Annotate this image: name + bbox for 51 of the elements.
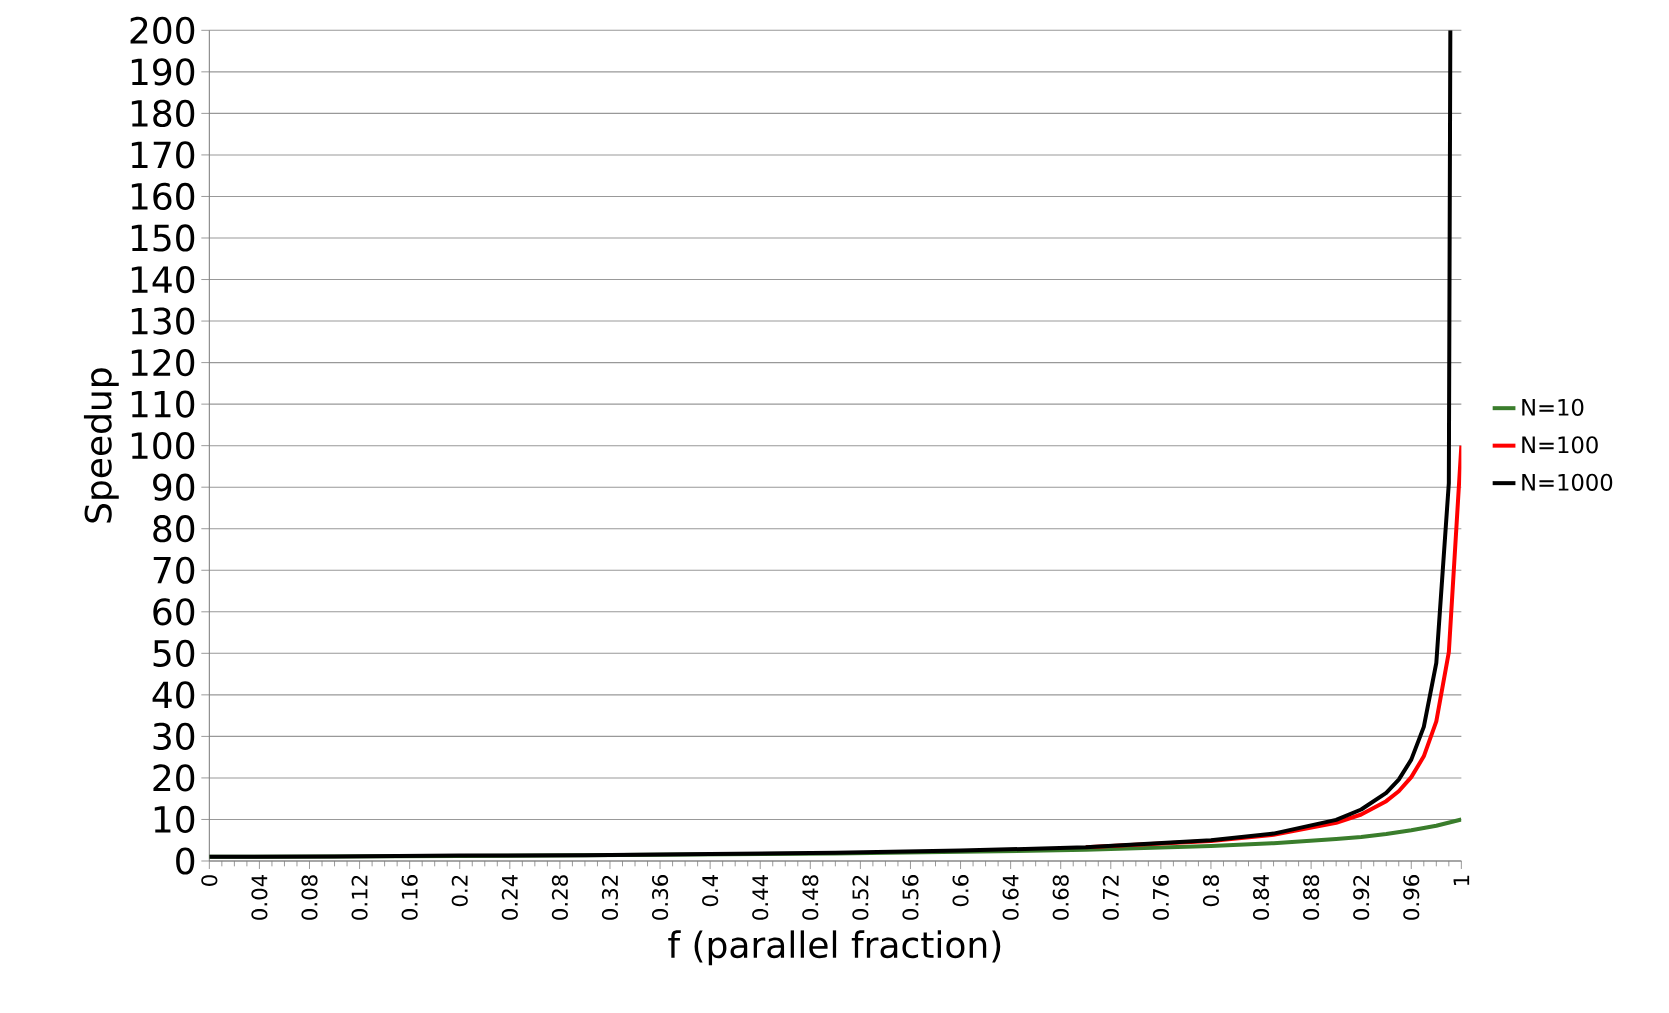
y-tick-label: 130 [131,307,195,335]
x-tick-label: 0.2 [451,875,468,907]
x-tick-label: 0.48 [802,875,819,920]
x-tick-label: 0.76 [1152,875,1169,920]
legend-label: N=1000 [1522,473,1613,491]
x-tick-label: 0.36 [652,875,669,920]
x-tick-label: 0.04 [251,874,268,920]
y-tick-label: 50 [153,639,195,667]
y-tick-label: 60 [153,598,195,626]
y-tick-label: 140 [131,265,195,294]
x-tick-label: 0.32 [601,875,619,920]
x-tick-label: 0.56 [902,875,919,920]
y-tick-label: 40 [152,681,195,709]
y-tick-label: 180 [131,99,195,127]
x-tick-label: 0 [201,875,218,886]
y-tick-label: 90 [153,473,195,501]
x-tick-label: 0.08 [301,875,318,920]
y-tick-label: 10 [154,805,195,834]
y-tick-label: 110 [131,390,195,418]
x-tick-label: 0.28 [551,875,568,920]
x-tick-label: 0.52 [852,875,869,920]
y-tick-label: 150 [131,224,195,252]
y-tick-label: 80 [153,515,195,543]
x-tick-label: 0.6 [952,875,969,907]
x-tick-label: 0.8 [1202,875,1220,907]
x-tick-label: 0.92 [1353,875,1370,920]
x-tick-label: 0.44 [752,874,769,920]
y-tick-label: 100 [131,432,195,460]
legend-label: N=10 [1522,398,1584,416]
x-tick-label: 0.64 [1002,874,1019,920]
y-tick-label: 20 [153,764,195,792]
y-tick-label: 120 [131,348,195,377]
y-tick-label: 190 [131,58,195,86]
x-tick-label: 0.84 [1252,874,1270,920]
y-axis-title: Speedup [83,368,119,523]
x-tick-label: 0.16 [401,875,418,920]
y-tick-label: 30 [153,722,195,750]
x-tick-label: 0.72 [1102,875,1119,920]
y-tick-label: 200 [130,16,195,44]
x-tick-label: 0.88 [1303,875,1320,920]
x-tick-label: 0.24 [501,874,518,920]
x-tick-label: 0.12 [351,875,368,920]
y-tick-label: 70 [153,556,195,584]
y-tick-label: 170 [131,141,195,169]
x-tick-label: 0.96 [1403,875,1420,920]
x-axis-title: f (parallel fraction) [668,930,1001,966]
x-tick-label: 0.4 [702,874,719,907]
legend-label: N=100 [1522,436,1598,454]
y-tick-label: 160 [131,182,195,211]
x-tick-label: 0.68 [1052,875,1069,920]
x-tick-label: 1 [1453,875,1470,885]
